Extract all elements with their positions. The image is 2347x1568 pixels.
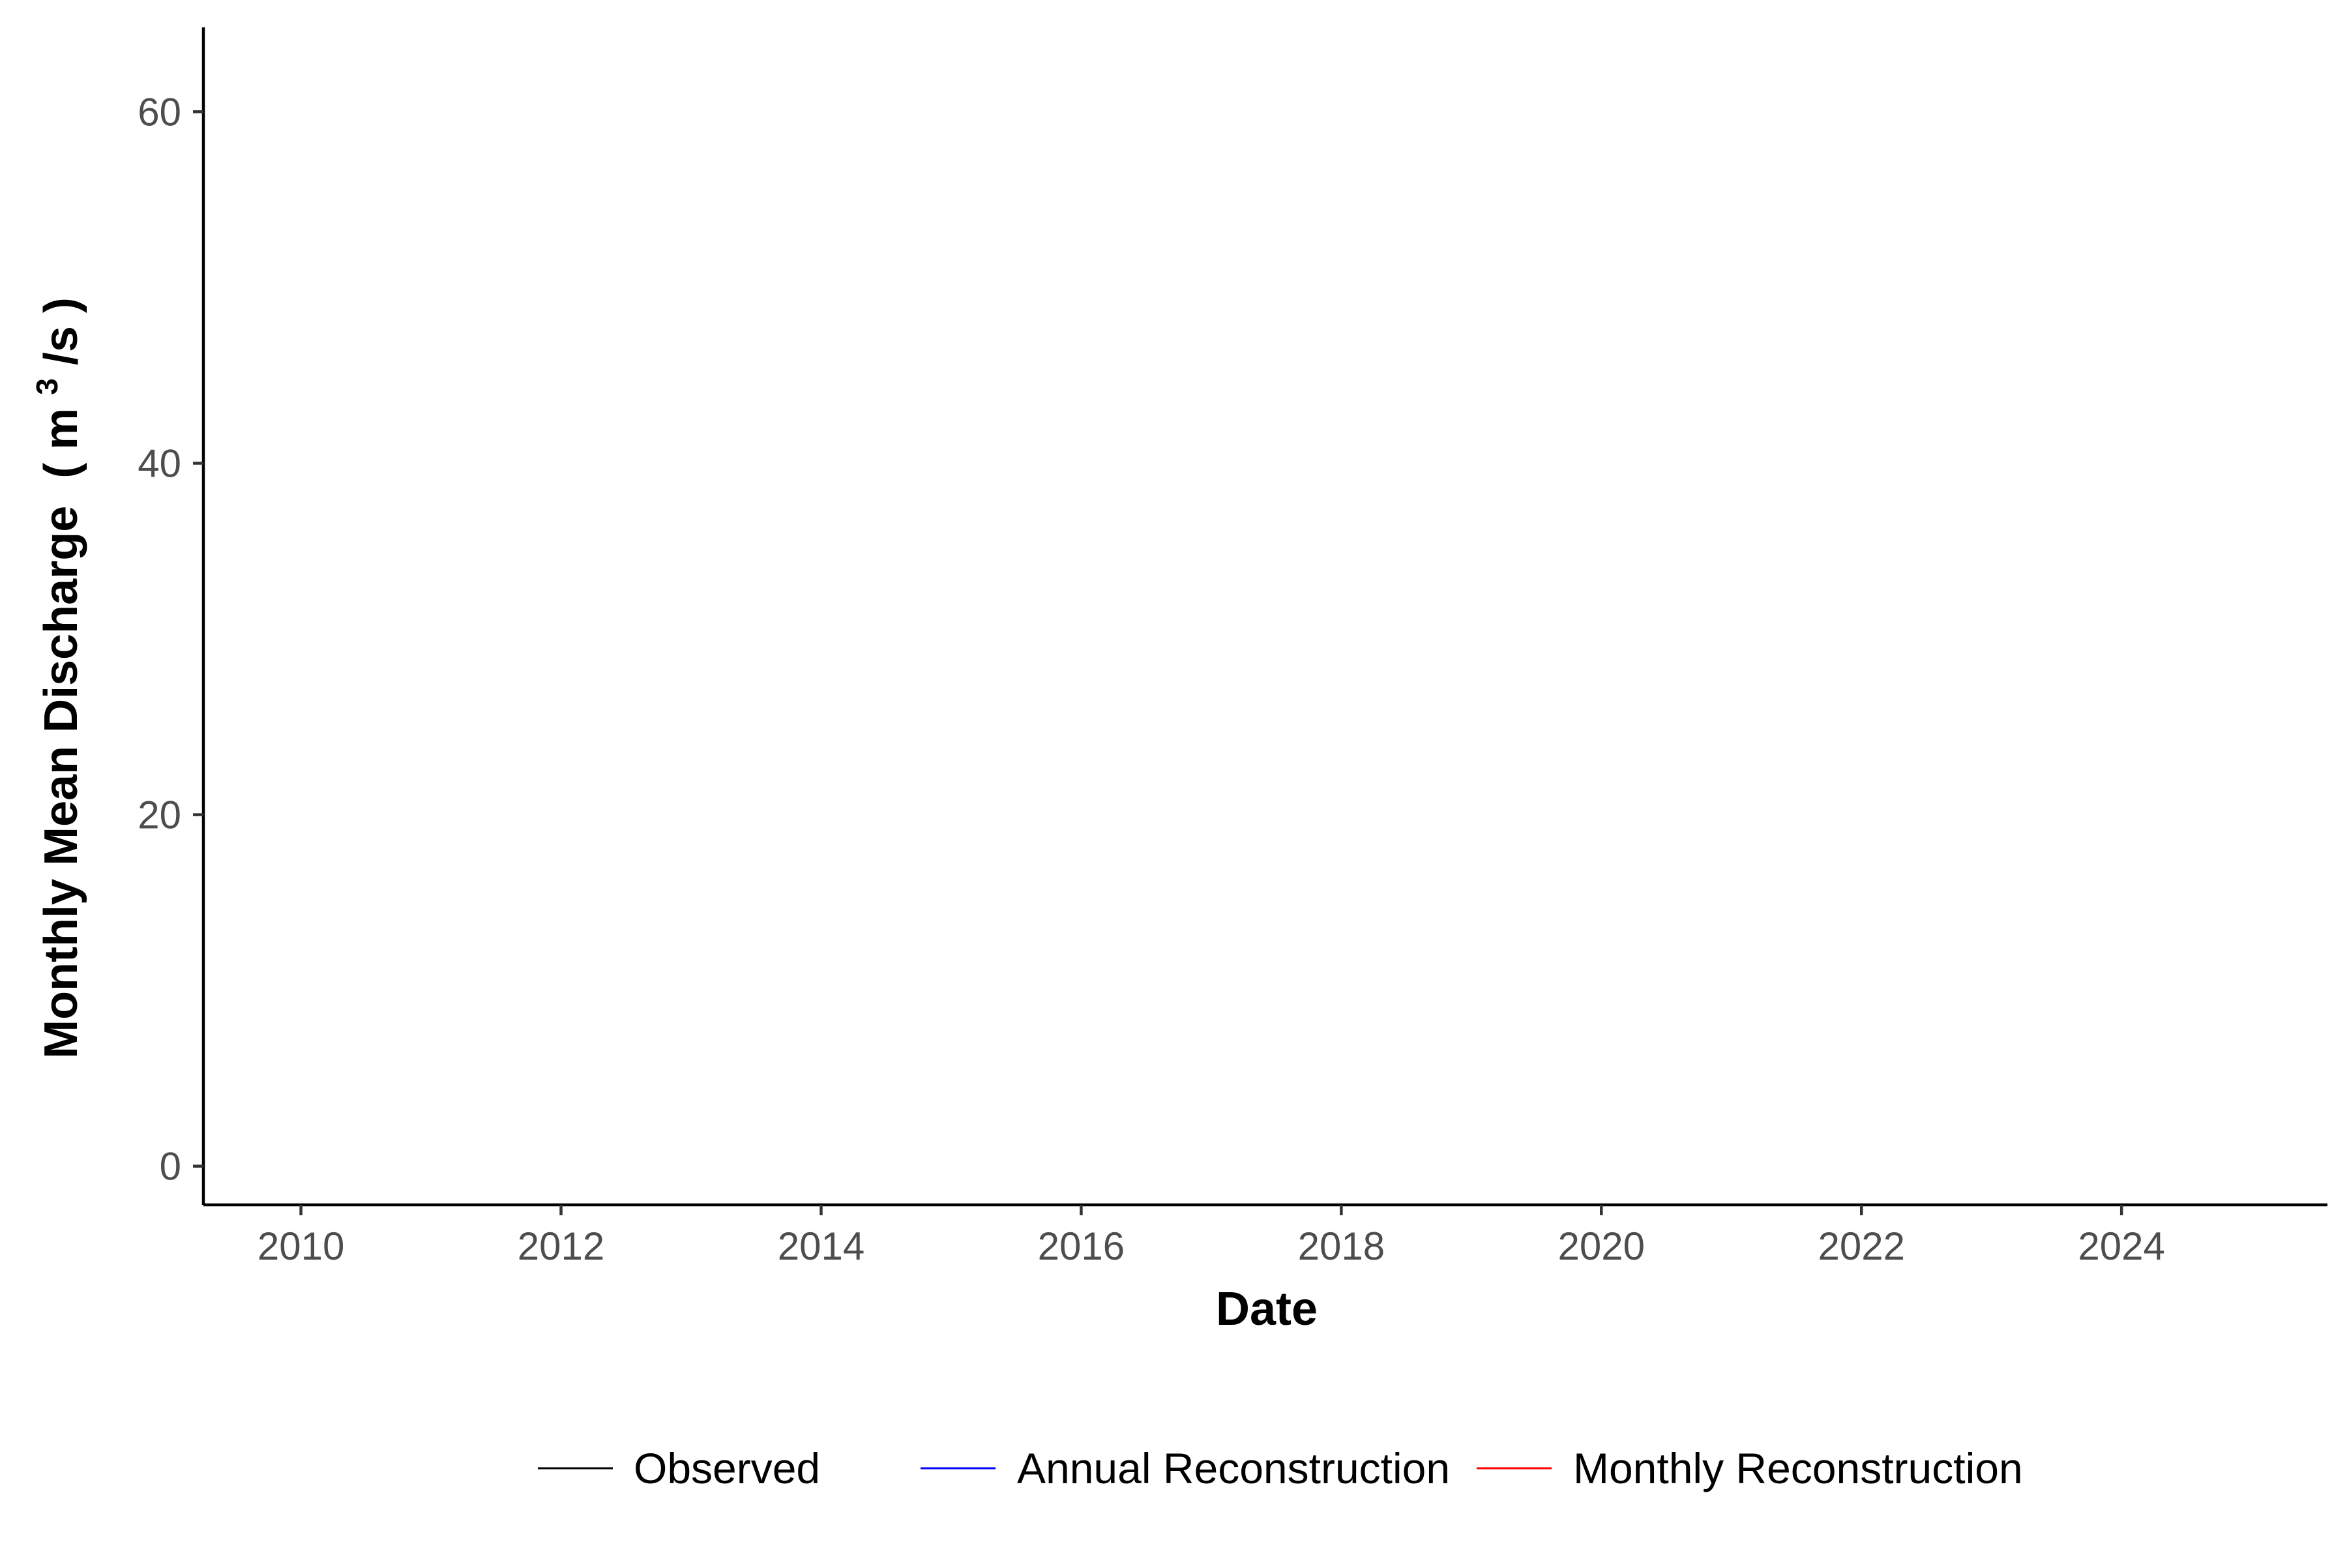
y-tick-label: 0 bbox=[160, 1145, 181, 1189]
x-tick-label: 2012 bbox=[518, 1224, 604, 1268]
x-axis-ticks: 2010 2012 2014 2016 2018 2020 2022 2024 bbox=[258, 1205, 2165, 1268]
legend-item: Monthly Reconstruction bbox=[1477, 1444, 2023, 1492]
y-axis-title: Monthly Mean Discharge ( m 3 /s ) bbox=[16, 297, 87, 1059]
y-axis-title-unit-close: /s ) bbox=[35, 297, 87, 365]
legend: Observed Annual Reconstruction Monthly Rec… bbox=[538, 1444, 2023, 1492]
x-tick-label: 2010 bbox=[258, 1224, 344, 1268]
x-tick-label: 2016 bbox=[1038, 1224, 1125, 1268]
legend-label: Monthly Reconstruction bbox=[1573, 1444, 2023, 1492]
axes bbox=[201, 27, 2327, 1207]
x-tick-label: 2014 bbox=[778, 1224, 864, 1268]
x-tick-label: 2024 bbox=[2078, 1224, 2164, 1268]
x-tick-label: 2022 bbox=[1818, 1224, 1904, 1268]
legend-label: Annual Reconstruction bbox=[1017, 1444, 1450, 1492]
x-tick-label: 2018 bbox=[1298, 1224, 1385, 1268]
y-axis-title-main: Monthly Mean Discharge bbox=[35, 506, 87, 1059]
x-axis-title: Date bbox=[1216, 1283, 1318, 1335]
legend-label: Observed bbox=[634, 1444, 820, 1492]
y-axis-ticks: 0 20 40 60 bbox=[138, 90, 203, 1189]
legend-item: Annual Reconstruction bbox=[921, 1444, 1450, 1492]
y-tick-label: 40 bbox=[138, 441, 181, 485]
y-tick-label: 60 bbox=[138, 90, 181, 134]
y-axis-title-unit-open: ( m bbox=[35, 408, 87, 479]
y-axis-title-unit-sup: 3 bbox=[30, 378, 64, 395]
x-tick-label: 2020 bbox=[1558, 1224, 1645, 1268]
y-tick-label: 20 bbox=[138, 793, 181, 837]
legend-item: Observed bbox=[538, 1444, 820, 1492]
